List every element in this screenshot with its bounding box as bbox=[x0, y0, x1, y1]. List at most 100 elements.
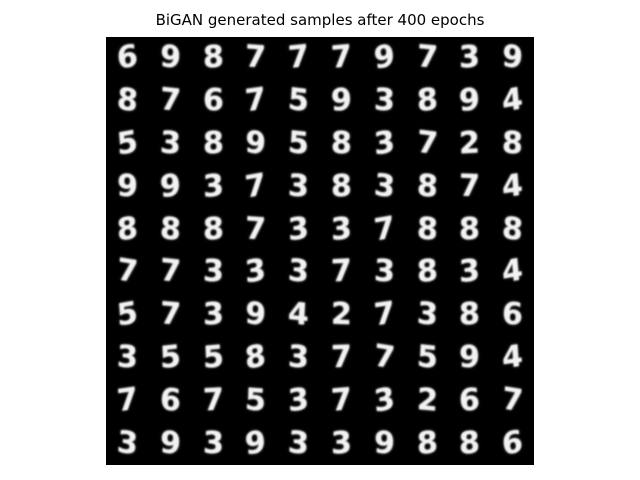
generated-digit: 8 bbox=[459, 211, 481, 247]
sample-cell: 7 bbox=[106, 251, 149, 294]
sample-cell: 3 bbox=[277, 422, 320, 465]
generated-digit: 4 bbox=[500, 167, 525, 206]
generated-digit: 7 bbox=[159, 296, 182, 334]
sample-cell: 2 bbox=[320, 294, 363, 337]
sample-cell: 3 bbox=[277, 165, 320, 208]
generated-digit: 3 bbox=[115, 423, 140, 463]
sample-cell: 7 bbox=[406, 123, 449, 166]
generated-digit: 7 bbox=[415, 39, 439, 77]
sample-cell: 9 bbox=[363, 422, 406, 465]
generated-digit: 3 bbox=[202, 425, 224, 461]
sample-cell: 3 bbox=[192, 251, 235, 294]
sample-cell: 4 bbox=[491, 80, 534, 123]
generated-digit: 8 bbox=[115, 210, 139, 249]
generated-digit: 3 bbox=[459, 40, 481, 76]
generated-digit: 7 bbox=[287, 39, 310, 77]
sample-cell: 3 bbox=[277, 379, 320, 422]
generated-digit: 8 bbox=[202, 39, 224, 76]
sample-cell: 7 bbox=[149, 80, 192, 123]
sample-cell: 5 bbox=[277, 123, 320, 166]
sample-cell: 7 bbox=[363, 294, 406, 337]
generated-digit: 3 bbox=[372, 167, 396, 206]
sample-cell: 7 bbox=[234, 37, 277, 80]
generated-digit: 4 bbox=[287, 296, 310, 334]
generated-digit: 7 bbox=[244, 39, 267, 77]
sample-cell: 3 bbox=[363, 379, 406, 422]
sample-cell: 3 bbox=[448, 37, 491, 80]
generated-digit: 7 bbox=[372, 209, 396, 249]
generated-digit: 3 bbox=[330, 425, 353, 462]
generated-digit: 3 bbox=[202, 254, 224, 290]
sample-cell: 6 bbox=[491, 294, 534, 337]
generated-digit: 7 bbox=[243, 166, 268, 206]
sample-cell: 8 bbox=[106, 80, 149, 123]
sample-cell: 3 bbox=[363, 251, 406, 294]
generated-digit: 5 bbox=[115, 295, 140, 334]
sample-cell: 9 bbox=[149, 165, 192, 208]
generated-digit: 6 bbox=[115, 38, 139, 77]
generated-digit: 6 bbox=[500, 423, 525, 463]
sample-cell: 9 bbox=[234, 123, 277, 166]
generated-digit: 8 bbox=[158, 210, 182, 248]
generated-digit: 8 bbox=[415, 82, 439, 120]
sample-cell: 3 bbox=[192, 294, 235, 337]
generated-digit: 7 bbox=[459, 168, 481, 205]
sample-cell: 5 bbox=[106, 294, 149, 337]
sample-cell: 8 bbox=[234, 337, 277, 380]
generated-digit: 3 bbox=[458, 253, 481, 291]
sample-cell: 8 bbox=[406, 422, 449, 465]
generated-digit: 3 bbox=[287, 210, 310, 248]
generated-digit: 8 bbox=[415, 253, 439, 291]
sample-cell: 3 bbox=[277, 251, 320, 294]
generated-digit: 5 bbox=[201, 339, 225, 376]
sample-cell: 5 bbox=[406, 337, 449, 380]
generated-digit: 3 bbox=[415, 295, 439, 334]
generated-digit: 9 bbox=[244, 424, 268, 463]
sample-cell: 7 bbox=[234, 80, 277, 123]
generated-digit: 8 bbox=[330, 125, 353, 162]
sample-cell: 7 bbox=[320, 37, 363, 80]
generated-digit: 2 bbox=[415, 381, 439, 419]
sample-cell: 5 bbox=[149, 337, 192, 380]
sample-cell: 8 bbox=[491, 123, 534, 166]
sample-cell: 8 bbox=[406, 208, 449, 251]
generated-digit: 7 bbox=[372, 295, 396, 334]
generated-digit: 3 bbox=[287, 339, 310, 376]
sample-cell: 8 bbox=[149, 208, 192, 251]
sample-cell: 9 bbox=[320, 80, 363, 123]
generated-digit: 9 bbox=[244, 124, 268, 163]
sample-cell: 3 bbox=[363, 80, 406, 123]
generated-digit: 7 bbox=[115, 381, 139, 420]
sample-cell: 8 bbox=[448, 422, 491, 465]
sample-cell: 8 bbox=[406, 251, 449, 294]
generated-digit: 8 bbox=[415, 424, 439, 462]
sample-cell: 9 bbox=[491, 37, 534, 80]
generated-digit: 5 bbox=[287, 81, 311, 120]
generated-digit: 2 bbox=[458, 125, 481, 162]
generated-digit: 9 bbox=[158, 167, 182, 205]
generated-digit: 7 bbox=[244, 81, 268, 120]
generated-digit: 9 bbox=[158, 424, 182, 462]
generated-digit: 7 bbox=[415, 124, 439, 163]
sample-cell: 3 bbox=[363, 123, 406, 166]
sample-cell: 7 bbox=[448, 165, 491, 208]
sample-cell: 7 bbox=[320, 251, 363, 294]
generated-digit: 8 bbox=[501, 125, 524, 162]
generated-digit: 9 bbox=[116, 168, 139, 205]
generated-digit: 3 bbox=[287, 253, 311, 291]
generated-digit: 7 bbox=[244, 210, 267, 248]
generated-digit: 9 bbox=[500, 38, 525, 78]
generated-digit: 3 bbox=[159, 125, 182, 162]
generated-digit: 4 bbox=[500, 338, 525, 377]
sample-cell: 6 bbox=[106, 37, 149, 80]
generated-digit: 5 bbox=[415, 338, 439, 377]
generated-digit: 8 bbox=[458, 424, 481, 462]
sample-cell: 5 bbox=[106, 123, 149, 166]
sample-cell: 7 bbox=[106, 379, 149, 422]
sample-cell: 7 bbox=[491, 379, 534, 422]
generated-digit: 3 bbox=[244, 252, 268, 291]
generated-digit: 4 bbox=[500, 81, 525, 120]
generated-digit: 7 bbox=[330, 39, 353, 77]
generated-digit: 7 bbox=[500, 381, 525, 420]
sample-cell: 5 bbox=[277, 80, 320, 123]
